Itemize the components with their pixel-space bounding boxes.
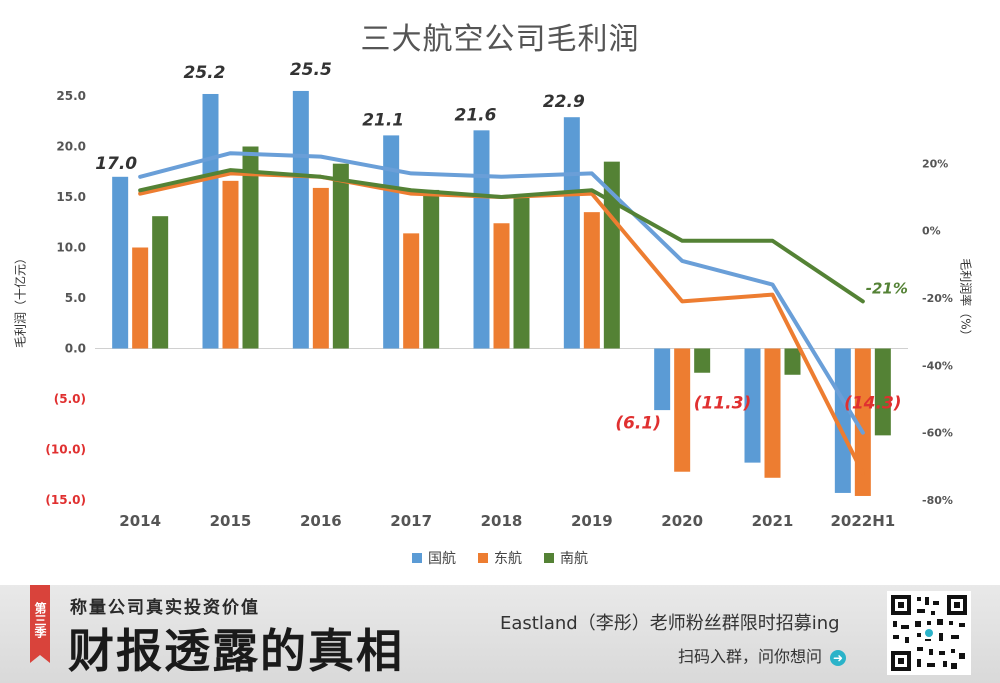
bar xyxy=(242,146,259,349)
chart-title: 三大航空公司毛利润 xyxy=(360,22,640,57)
legend-swatch-china-southern xyxy=(544,553,554,563)
bar xyxy=(834,348,851,493)
legend-swatch-air-china xyxy=(412,553,422,563)
y-axis-label-right: 毛利润率（%） xyxy=(958,258,973,342)
bar xyxy=(473,130,490,349)
data-label: 22.9 xyxy=(543,92,585,112)
y-tick-label: 15.0 xyxy=(56,190,86,204)
x-tick-label: 2021 xyxy=(752,512,794,530)
x-tick-label: 2018 xyxy=(481,512,523,530)
data-label: 21.6 xyxy=(455,105,497,125)
legend-item-china-eastern: 东航 xyxy=(478,548,522,568)
legend-item-china-southern: 南航 xyxy=(544,548,588,568)
bar xyxy=(202,93,219,349)
y2-tick-label: -80% xyxy=(922,494,953,507)
legend-swatch-china-eastern xyxy=(478,553,488,563)
banner-subtitle: 称量公司真实投资价值 xyxy=(70,598,260,618)
x-tick-label: 2019 xyxy=(571,512,613,530)
bar xyxy=(744,348,761,463)
data-label: 21.1 xyxy=(362,110,404,130)
x-tick-label: 2022H1 xyxy=(830,512,895,530)
banner-recruit-text: Eastland（李彤）老师粉丝群限时招募ing xyxy=(500,613,840,634)
data-label: (11.3) xyxy=(694,394,751,414)
x-tick-label: 2014 xyxy=(119,512,161,530)
y-tick-label: (10.0) xyxy=(45,443,86,457)
y-tick-label: 10.0 xyxy=(56,241,86,255)
data-label: 25.5 xyxy=(290,60,332,80)
bar xyxy=(332,163,349,349)
bar xyxy=(493,223,510,349)
bar xyxy=(764,348,781,478)
x-tick-label: 2016 xyxy=(300,512,342,530)
y-axis-label-left: 毛利润（十亿元） xyxy=(13,251,28,349)
y2-tick-label: -40% xyxy=(922,359,953,372)
promo-banner[interactable]: 第三季 称量公司真实投资价值 财报透露的真相 Eastland（李彤）老师粉丝群… xyxy=(0,585,1000,683)
qr-code-icon[interactable] xyxy=(887,591,971,675)
legend: 国航 东航 南航 xyxy=(0,548,1000,568)
data-label: 25.2 xyxy=(184,63,226,83)
x-tick-label: 2020 xyxy=(661,512,703,530)
legend-label-china-southern: 南航 xyxy=(560,551,588,567)
y-tick-label: (15.0) xyxy=(45,493,86,507)
data-label: 17.0 xyxy=(95,154,137,174)
bar xyxy=(152,216,169,349)
bar xyxy=(583,212,600,349)
season-tag: 第三季 xyxy=(30,585,50,663)
legend-label-air-china: 国航 xyxy=(428,551,456,567)
y-tick-label: 0.0 xyxy=(65,342,86,356)
y-tick-label: 5.0 xyxy=(65,291,86,305)
banner-main-title: 财报透露的真相 xyxy=(68,624,404,678)
margin-data-label: -21% xyxy=(866,279,908,297)
chart-svg: 25.0 20.0 15.0 10.0 5.0 0.0 (5.0) (10.0) (15.0) 2… xyxy=(45,60,953,530)
bar xyxy=(403,233,420,349)
y2-tick-label: -60% xyxy=(922,427,953,440)
bar xyxy=(132,247,149,349)
y-tick-label: 20.0 xyxy=(56,140,86,154)
y2-tick-label: -20% xyxy=(922,292,953,305)
y-tick-label: (5.0) xyxy=(54,392,86,406)
margin-line xyxy=(138,151,865,435)
data-label: (6.1) xyxy=(615,414,661,434)
bar xyxy=(292,90,309,349)
y2-tick-label: 20% xyxy=(922,157,948,170)
bar xyxy=(423,189,440,349)
bar xyxy=(854,348,871,496)
bar xyxy=(694,348,711,373)
bar xyxy=(513,198,530,349)
bar xyxy=(312,187,329,349)
bar xyxy=(874,348,891,436)
bar xyxy=(563,117,580,349)
banner-scan-line[interactable]: 扫码入群，问你想问 ➜ xyxy=(678,643,847,667)
banner-scan-text: 扫码入群，问你想问 xyxy=(678,647,823,666)
data-label: (14.3) xyxy=(844,394,901,414)
x-tick-label: 2017 xyxy=(390,512,432,530)
bar xyxy=(784,348,801,375)
bar xyxy=(674,348,691,472)
bar xyxy=(654,348,671,411)
legend-item-air-china: 国航 xyxy=(412,548,456,568)
bar xyxy=(112,176,129,349)
margin-line xyxy=(138,168,865,304)
bar xyxy=(222,180,239,349)
y-tick-label: 25.0 xyxy=(56,89,86,103)
arrow-right-icon[interactable]: ➜ xyxy=(830,649,847,666)
legend-label-china-eastern: 东航 xyxy=(494,551,522,567)
bar xyxy=(603,161,620,349)
y2-tick-label: 0% xyxy=(922,225,941,238)
x-tick-label: 2015 xyxy=(210,512,252,530)
chart-area: 三大航空公司毛利润 25.0 20.0 15.0 10.0 5.0 0.0 (5.0) (10… xyxy=(0,22,1000,568)
